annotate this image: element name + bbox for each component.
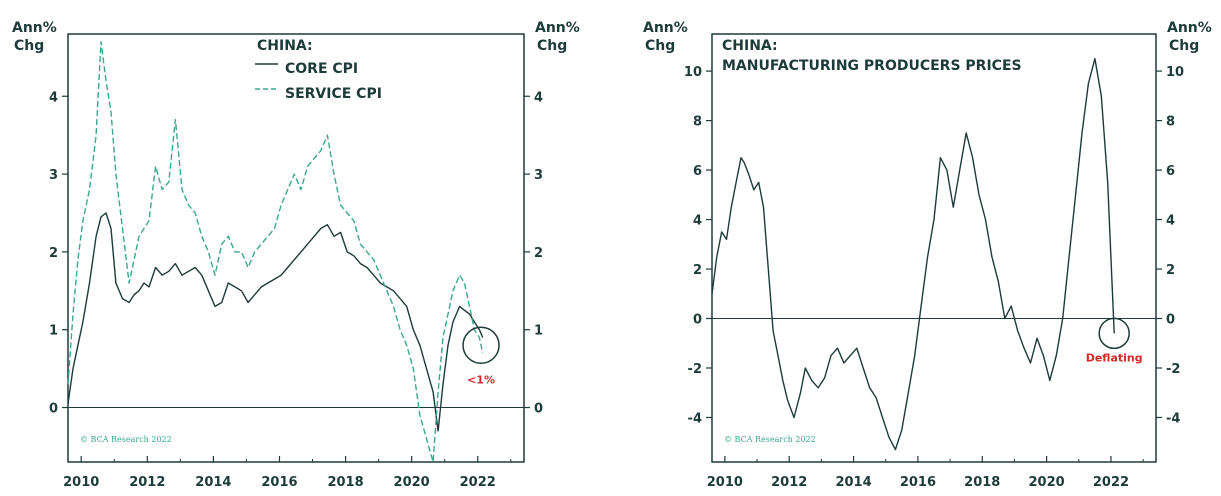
y-tick-label: 10 <box>684 65 702 80</box>
series-line-service-cpi <box>67 41 484 463</box>
series-line-series-0 <box>711 58 1115 451</box>
x-tick-label: 2010 <box>63 475 99 490</box>
y-tick-label: 2 <box>693 263 702 278</box>
left-annotation: <1% <box>467 373 495 386</box>
left-y-ticks: 0 0 1 1 2 2 3 3 4 4 <box>49 90 543 416</box>
y-tick-label: -4 <box>688 411 702 426</box>
left-copyright: © BCA Research 2022 <box>80 435 172 444</box>
y-tick-label: 3 <box>534 168 543 183</box>
right-chart-title: CHINA: <box>722 38 778 54</box>
y-tick-label: 2 <box>534 246 543 261</box>
y-tick-label: 4 <box>693 214 702 229</box>
y-tick-label: 0 <box>1166 313 1175 328</box>
left-axis-label-line1: Ann% <box>12 20 57 36</box>
right-annotation: Deflating <box>1086 351 1143 364</box>
y-tick-label: 8 <box>1166 115 1175 130</box>
x-tick-label: 2016 <box>900 475 936 490</box>
right-chart-subtitle: MANUFACTURING PRODUCERS PRICES <box>722 58 1022 74</box>
right-chart-panel: Ann% Chg Ann% Chg -4 -4 -2 -2 0 0 2 2 4 4 6 6 8 8 10 10… <box>643 20 1212 490</box>
y-tick-label: 2 <box>49 246 58 261</box>
left-chart-panel: Ann% Chg Ann% Chg 0 01 12 23 34 4 2010 2012 201… <box>12 20 580 490</box>
right-axis-label-line2: Chg <box>537 38 567 54</box>
x-tick-label: 2022 <box>460 475 496 490</box>
left-highlight-circle <box>462 326 500 365</box>
y-tick-label: 4 <box>49 90 58 105</box>
right-panel-left-axis-label-line2: Chg <box>645 38 675 54</box>
left-series-group <box>67 41 484 463</box>
x-tick-label: 2018 <box>964 475 1000 490</box>
y-tick-label: 4 <box>534 90 543 105</box>
y-tick-label: 6 <box>1166 164 1175 179</box>
right-panel-right-axis-label-line2: Chg <box>1169 38 1199 54</box>
y-tick-label: 1 <box>534 324 543 339</box>
y-tick-label: -2 <box>688 362 702 377</box>
right-series-group <box>711 58 1115 451</box>
x-tick-label: 2014 <box>835 475 871 490</box>
right-x-ticks: 2010 2012 2014 2016 2018 2020 2022 <box>707 456 1144 490</box>
y-tick-label: -2 <box>1166 362 1180 377</box>
y-tick-label: 10 <box>1166 65 1184 80</box>
y-tick-label: -4 <box>1166 411 1180 426</box>
x-tick-label: 2020 <box>1029 475 1065 490</box>
x-tick-label: 2014 <box>195 475 231 490</box>
x-tick-label: 2022 <box>1093 475 1129 490</box>
y-tick-label: 4 <box>1166 214 1175 229</box>
left-axis-label-line2: Chg <box>14 38 44 54</box>
left-plot-frame <box>67 33 525 463</box>
left-chart-title: CHINA: <box>257 38 313 54</box>
x-tick-label: 2010 <box>707 475 743 490</box>
x-tick-label: 2020 <box>394 475 430 490</box>
right-panel-left-axis-label-line1: Ann% <box>643 20 688 36</box>
y-tick-label: 0 <box>49 402 58 417</box>
right-plot-frame <box>711 33 1157 463</box>
right-y-ticks: -4 -4 -2 -2 0 0 2 2 4 4 6 6 8 8 10 10 <box>684 65 1184 426</box>
x-tick-label: 2012 <box>129 475 165 490</box>
y-tick-label: 6 <box>693 164 702 179</box>
legend-label-service-cpi: SERVICE CPI <box>285 86 382 102</box>
y-tick-label: 2 <box>1166 263 1175 278</box>
y-tick-label: 1 <box>49 324 58 339</box>
x-tick-label: 2018 <box>327 475 363 490</box>
x-tick-label: 2016 <box>261 475 297 490</box>
right-axis-label-line1: Ann% <box>535 20 580 36</box>
y-tick-label: 3 <box>49 168 58 183</box>
y-tick-label: 8 <box>693 115 702 130</box>
series-line-core-cpi <box>67 212 484 432</box>
y-tick-label: 0 <box>693 313 702 328</box>
right-copyright: © BCA Research 2022 <box>724 435 816 444</box>
y-tick-label: 0 <box>534 402 543 417</box>
x-tick-label: 2012 <box>771 475 807 490</box>
right-highlight-circle <box>1098 317 1130 350</box>
right-panel-right-axis-label-line1: Ann% <box>1167 20 1212 36</box>
left-x-ticks: 2010 2012 2014 2016 2018 2020 2022 <box>63 456 512 490</box>
legend-label-core-cpi: CORE CPI <box>285 61 358 77</box>
